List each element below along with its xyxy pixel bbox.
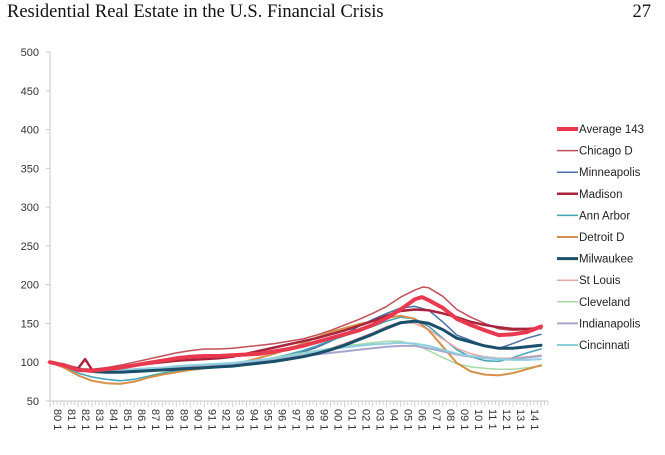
y-tick-label: 400 [21, 125, 39, 137]
series-line-ann-arbor [49, 316, 542, 382]
legend-label: Indianapolis [579, 318, 641, 330]
y-tick-label: 250 [21, 241, 39, 253]
y-tick-label: 150 [21, 318, 39, 330]
x-tick-label: 84 1 [107, 409, 119, 430]
y-tick-label: 450 [21, 86, 39, 98]
series-line-average-143 [48, 295, 543, 373]
y-tick-label: 50 [27, 396, 39, 408]
x-tick-label: 12 1 [500, 409, 512, 430]
series-line-milwaukee [48, 319, 543, 374]
legend-label: St Louis [579, 275, 621, 287]
x-tick-label: 13 1 [514, 409, 526, 430]
legend-label: Detroit D [579, 232, 624, 244]
x-tick-label: 06 1 [416, 409, 428, 430]
series-lines [48, 286, 543, 385]
x-tick-label: 86 1 [135, 409, 147, 430]
y-tick-label: 100 [21, 357, 39, 369]
x-tick-label: 99 1 [318, 409, 330, 430]
x-tick-label: 07 1 [430, 409, 442, 430]
legend-label: Cincinnati [579, 340, 630, 352]
x-tick-label: 08 1 [444, 409, 456, 430]
x-tick-label: 80 1 [51, 409, 63, 430]
y-axis: 50 100 150 200 250 300 350 400 450 500 [21, 47, 51, 408]
series-line-minneapolis [49, 305, 542, 374]
x-tick-label: 11 1 [486, 409, 498, 430]
x-tick-label: 01 1 [346, 409, 358, 430]
x-tick-label: 97 1 [289, 409, 301, 430]
legend-label: Cleveland [579, 297, 630, 309]
x-axis: 80 1 81 1 82 1 83 1 84 1 85 1 86 1 87 1 88 1 89 1… [49, 400, 549, 430]
x-tick-label: 95 1 [261, 409, 273, 430]
x-tick-label: 04 1 [388, 409, 400, 430]
x-tick-label: 87 1 [149, 409, 161, 430]
x-tick-label: 14 1 [528, 409, 540, 430]
running-head: Residential Real Estate in the U.S. Fina… [7, 2, 651, 28]
legend-label: Milwaukee [579, 254, 633, 266]
legend-label: Ann Arbor [579, 210, 630, 222]
series-line-detroit-d [49, 314, 542, 385]
page-number: 27 [632, 2, 652, 22]
x-tick-label: 90 1 [191, 409, 203, 430]
x-tick-label: 02 1 [360, 409, 372, 430]
x-tick-label: 03 1 [374, 409, 386, 430]
x-tick-label: 83 1 [93, 409, 105, 430]
legend-item: Average 143 [557, 124, 644, 136]
x-tick-label: 85 1 [121, 409, 133, 430]
x-tick-label: 81 1 [65, 409, 77, 430]
x-tick-label: 98 1 [304, 409, 316, 430]
legend-label: Chicago D [579, 146, 633, 158]
x-tick-label: 94 1 [247, 409, 259, 430]
legend-item: Cincinnati [557, 340, 630, 352]
running-title: Residential Real Estate in the U.S. Fina… [7, 2, 384, 22]
y-tick-label: 200 [21, 280, 39, 292]
legend-item: Indianapolis [557, 318, 641, 330]
x-tick-label: 93 1 [233, 409, 245, 430]
x-tick-label: 88 1 [163, 409, 175, 430]
legend-item: Madison [557, 189, 622, 201]
x-tick-label: 89 1 [177, 409, 189, 430]
legend-item: St Louis [557, 275, 621, 287]
house-price-index-chart: 50 100 150 200 250 300 350 400 450 500 80 1 81 1 82… [21, 47, 644, 430]
y-tick-label: 300 [21, 202, 39, 214]
y-tick-label: 350 [21, 163, 39, 175]
series-line-chicago-d [49, 286, 542, 370]
legend-item: Chicago D [557, 146, 633, 158]
x-tick-label: 09 1 [458, 409, 470, 430]
legend-label: Average 143 [579, 124, 644, 136]
x-tick-label: 10 1 [472, 409, 484, 430]
x-tick-label: 91 1 [205, 409, 217, 430]
legend-item: Milwaukee [557, 254, 633, 266]
legend-item: Cleveland [557, 297, 630, 309]
x-tick-label: 05 1 [402, 409, 414, 430]
x-tick-label: 96 1 [275, 409, 287, 430]
x-tick-label: 92 1 [219, 409, 231, 430]
legend-item: Ann Arbor [557, 210, 630, 222]
x-tick-label: 82 1 [79, 409, 91, 430]
y-tick-label: 500 [21, 47, 39, 59]
legend-item: Detroit D [557, 232, 624, 244]
chart-figure: 50 100 150 200 250 300 350 400 450 500 80 1 81 1 82… [0, 34, 665, 450]
legend-label: Minneapolis [579, 167, 641, 179]
x-tick-label: 00 1 [332, 409, 344, 430]
legend-item: Minneapolis [557, 167, 641, 179]
series-line-cincinnati [49, 341, 542, 371]
legend: Average 143 Chicago D Minneapolis Madison An… [557, 124, 644, 352]
legend-label: Madison [579, 189, 622, 201]
